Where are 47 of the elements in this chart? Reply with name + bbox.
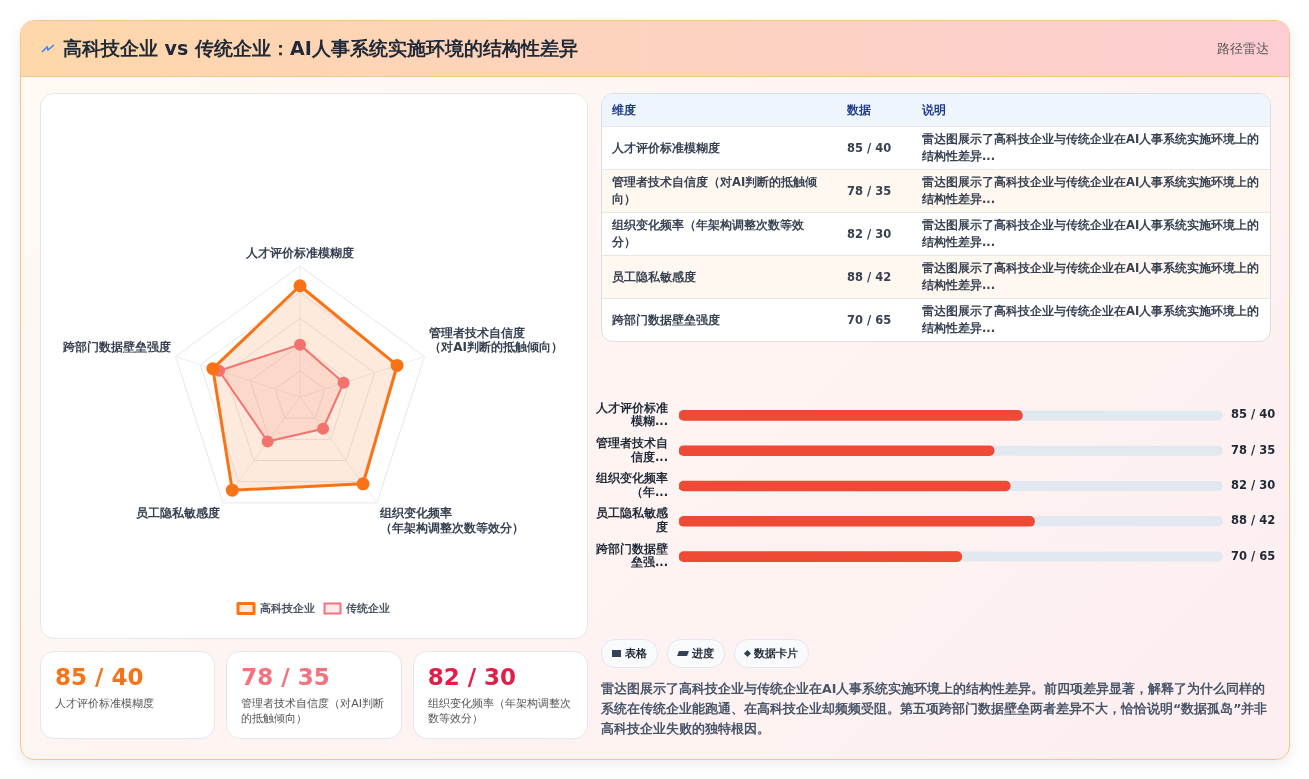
spoke-label: 人才评价标准模糊度 (245, 246, 354, 261)
spoke-label: 组织变化频率 （年架构调整次数等效分） (378, 506, 524, 535)
text: 数据卡片 (754, 646, 798, 661)
text: 雷达图展示了高科技企业与传统企业在AI人事系统实施环境上的结构性差异... (912, 298, 1270, 341)
category-label: 跨部门数据壁垒强度 (612, 312, 720, 327)
category-label: 员工隐私敏感度 (612, 269, 696, 284)
y-tick-label: 管理者技术自信度... (595, 435, 668, 464)
text: 雷达图展示了高科技企业与传统企业在AI人事系统实施环境上的结构性差异。前四项差异显著，解释了为什么同样的系统在传统企业能跑通、在高科技企业却频频受阻。第五项跨部门数据壁垒两者差异不大，恰恰说明“数据孤岛”并非高科技企业失败的独特根因。 (601, 680, 1269, 738)
y-tick-label: 员工隐私敏感度 (596, 506, 669, 535)
text: 维度 (602, 94, 837, 127)
legend-label: 高科技企业 (259, 601, 315, 614)
category-label: 人才评价标准模糊度 (612, 140, 720, 155)
category-label: 管理者技术自信度（对AI判断的抵触倾向） (241, 697, 385, 725)
data-label: 82 / 30 (1231, 477, 1276, 492)
text: 雷达图展示了高科技企业与传统企业在AI人事系统实施环境上的结构性差异... (912, 169, 1270, 213)
category-label: 组织变化频率（年架构调整次数等效分） (427, 697, 571, 725)
text: 82 / 30 (427, 664, 518, 690)
text: 雷达图展示了高科技企业与传统企业在AI人事系统实施环境上的结构性差异... (912, 212, 1270, 256)
text: 88 / 42 (837, 255, 912, 299)
y-tick-label: 人才评价标准模糊... (595, 400, 668, 429)
spoke-label: 跨部门数据壁垒强度 (61, 339, 171, 354)
text: 78 / 35 (241, 664, 331, 690)
spoke-label: 员工隐私敏感度 (136, 506, 221, 521)
text: 85 / 40 (847, 140, 892, 155)
legend-label: 传统企业 (345, 601, 390, 614)
category-label: 组织变化频率（年架构调整次数等效分） (612, 218, 804, 249)
text: 82 / 30 (847, 226, 892, 241)
text: 说明 (912, 94, 1270, 127)
text: 85 / 40 (55, 664, 145, 690)
spoke-label: 管理者技术自信度（对AI判断的抵触倾向） (428, 325, 564, 354)
text: 进度 (692, 646, 714, 661)
text: 70 / 65 (837, 298, 912, 341)
category-label: 人才评价标准模糊度 (55, 697, 154, 710)
data-label: 85 / 40 (1231, 407, 1276, 422)
text: 78 / 35 (847, 183, 892, 198)
text: 数据 (837, 94, 912, 127)
category-label: 管理者技术自信度（对AI判断的抵触倾向） (612, 175, 818, 206)
data-label: 70 / 65 (1231, 548, 1276, 563)
text: 表格 (625, 646, 647, 661)
data-label: 78 / 35 (1231, 442, 1276, 457)
text: 雷达图展示了高科技企业与传统企业在AI人事系统实施环境上的结构性差异... (912, 255, 1270, 299)
y-tick-label: 组织变化频率（年... (595, 471, 668, 499)
data-label: 88 / 42 (1231, 513, 1276, 528)
text: 雷达图展示了高科技企业与传统企业在AI人事系统实施环境上的结构性差异... (912, 126, 1270, 170)
y-tick-label: 跨部门数据壁垒强... (595, 541, 668, 570)
text: 路径雷达 (1217, 39, 1269, 58)
text: 高科技企业 vs 传统企业：AI人事系统实施环境的结构性差异 (63, 35, 579, 61)
